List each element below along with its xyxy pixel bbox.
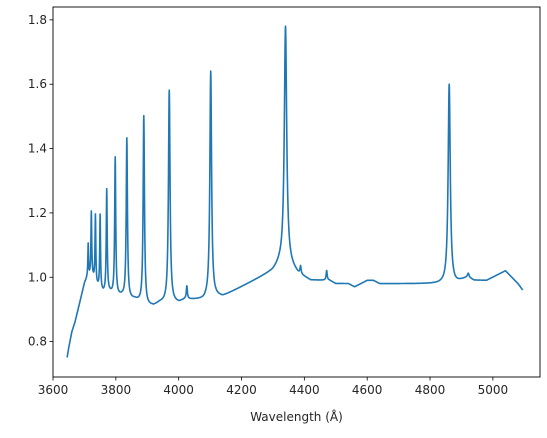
x-tick-label: 3600: [38, 383, 69, 397]
x-tick-label: 4800: [415, 383, 446, 397]
spectrum-line: [66, 25, 524, 358]
x-tick-label: 5000: [478, 383, 509, 397]
y-axis-ticks: 0.8 1.0 1.2 1.4 1.6 1.8: [28, 13, 53, 349]
x-tick-label: 4400: [289, 383, 320, 397]
y-tick-label: 1.6: [28, 77, 47, 91]
x-tick-label: 3800: [101, 383, 132, 397]
series-layer: [66, 25, 524, 358]
x-axis-ticks: 3600 3800 4000 4200 4400 4600 4800 5000: [38, 377, 508, 397]
x-tick-label: 4600: [352, 383, 383, 397]
y-tick-label: 1.4: [28, 142, 47, 156]
y-tick-label: 1.0: [28, 270, 47, 284]
y-tick-label: 0.8: [28, 335, 47, 349]
plot-frame: [52, 6, 541, 378]
x-axis-label: Wavelength (Å): [250, 409, 343, 424]
y-tick-label: 1.2: [28, 206, 47, 220]
x-tick-label: 4000: [163, 383, 194, 397]
x-tick-label: 4200: [226, 383, 257, 397]
y-tick-label: 1.8: [28, 13, 47, 27]
